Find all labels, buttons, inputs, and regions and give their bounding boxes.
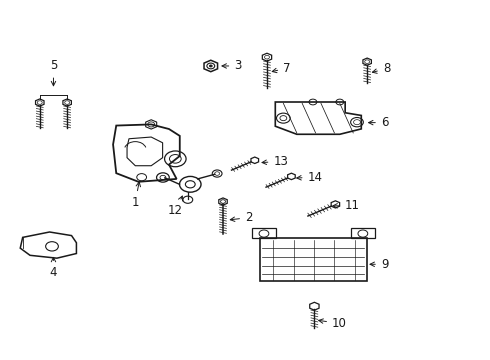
Text: 9: 9 [370, 258, 389, 271]
Text: 5: 5 [50, 59, 57, 86]
Text: 3: 3 [222, 59, 242, 72]
Text: 2: 2 [230, 211, 252, 224]
Bar [260, 238, 367, 282]
Text: 4: 4 [49, 257, 57, 279]
Text: 8: 8 [372, 62, 390, 75]
Text: 14: 14 [297, 171, 322, 184]
Text: 7: 7 [272, 62, 291, 75]
Text: 10: 10 [318, 317, 347, 330]
Text: 11: 11 [333, 199, 360, 212]
Text: 1: 1 [131, 182, 141, 209]
Circle shape [209, 65, 212, 67]
Text: 13: 13 [262, 155, 288, 168]
Text: 6: 6 [368, 116, 389, 129]
Text: 12: 12 [168, 196, 183, 217]
